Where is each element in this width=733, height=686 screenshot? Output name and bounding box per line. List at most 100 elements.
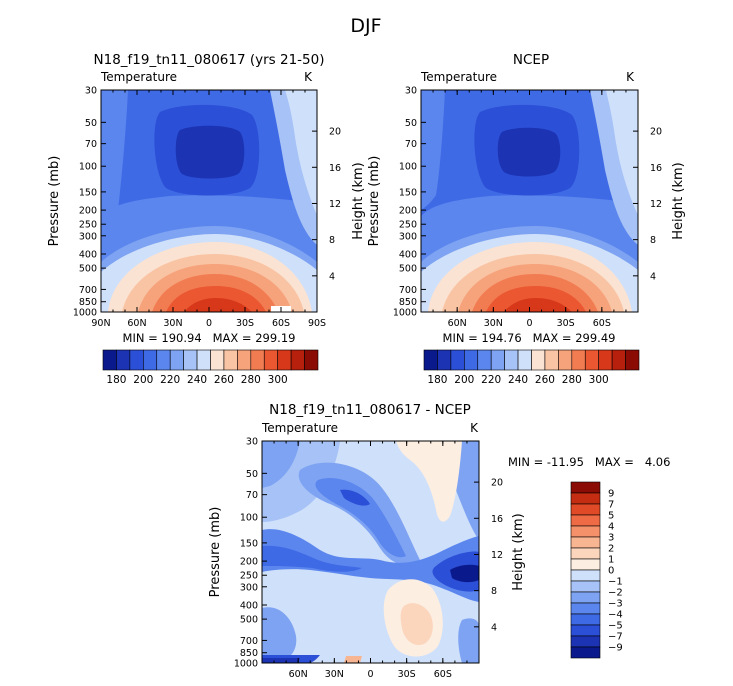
model-pressure-tick-label: 400 [79, 249, 97, 260]
panel-obs-title: NCEP [513, 52, 549, 68]
diff-pressure-tick-label: 30 [246, 437, 258, 448]
colorbar-diff-swatch [570, 613, 601, 626]
model-height-tick-label: 20 [329, 127, 341, 138]
model-pressure-tick-label: 700 [79, 285, 97, 296]
colorbar-diff-label: 0 [608, 566, 614, 577]
colorbar-diff-label: −2 [608, 588, 623, 599]
obs-height-tick-label: 4 [650, 271, 656, 282]
obs-pressure-tick-label: 850 [399, 297, 417, 308]
model-pressure-tick-label: 300 [79, 231, 97, 242]
model-pressure-tick-label: 850 [79, 297, 97, 308]
panel-diff-level-lower-left-cold [262, 607, 297, 663]
cbar-model-swatch [277, 349, 292, 371]
cbar-obs-label: 220 [481, 374, 501, 386]
model-lat-tick-label: 90S [308, 318, 326, 329]
panel-model: N18_f19_tn11_080617 (yrs 21-50) Temperat… [47, 52, 366, 345]
cbar-obs-label: 180 [427, 374, 447, 386]
panel-model-y2label: Height (km) [351, 162, 366, 239]
cbar-obs-swatch [611, 349, 626, 371]
panel-diff-y2label: Height (km) [511, 513, 526, 590]
panel-obs-level-polar-south-inner [606, 90, 638, 215]
cbar-obs-swatch [544, 349, 559, 371]
cbar-model-swatch [290, 349, 305, 371]
cbar-model-label: 200 [133, 374, 153, 386]
colorbar-diff-label: 7 [608, 500, 614, 511]
cbar-model-swatch [263, 349, 278, 371]
diff-lat-tick-label: 0 [367, 669, 373, 680]
panel-diff-level-stratospheric-jet [315, 478, 406, 558]
diff-pressure-tick-label: 50 [246, 469, 258, 480]
cbar-obs-swatch [477, 349, 492, 371]
colorbar-diff-swatch [570, 547, 601, 560]
cbar-obs-label: 240 [508, 374, 528, 386]
cbar-model-swatch [129, 349, 144, 371]
cbar-model-label: 220 [160, 374, 180, 386]
obs-lat-tick-label: 30S [557, 318, 575, 329]
panel-diff-level-stratospheric-jet-core [340, 489, 370, 506]
cbar-obs-swatch [625, 349, 640, 371]
cbar-obs-label: 200 [454, 374, 474, 386]
model-pressure-tick-label: 70 [85, 139, 97, 150]
diff-height-tick-label: 16 [491, 514, 503, 525]
panel-diff-level-tropopause-band [262, 529, 479, 602]
obs-height-tick-label: 8 [650, 235, 656, 246]
obs-lat-tick-label: 30N [484, 318, 503, 329]
panel-diff-level-positive-lower-inner [400, 603, 433, 646]
colorbar-diff-label: −1 [608, 577, 623, 588]
diff-pressure-tick-label: 500 [240, 615, 258, 626]
panel-model-contours [101, 90, 317, 312]
obs-height-tick-label: 16 [650, 163, 662, 174]
obs-pressure-tick-label: 700 [399, 285, 417, 296]
diff-lat-tick-label: 60S [434, 669, 452, 680]
obs-lat-tick-label: 60N [448, 318, 467, 329]
colorbar-diff-label: 4 [608, 522, 614, 533]
diff-pressure-tick-label: 250 [240, 571, 258, 582]
panel-obs-ylabel: Pressure (mb) [367, 156, 382, 247]
panel-obs-contours [421, 90, 638, 312]
colorbar-diff-swatch [570, 514, 601, 527]
panel-model-units: K [304, 70, 313, 84]
colorbar-diff-label: −9 [608, 643, 623, 654]
cbar-obs-label: 260 [535, 374, 555, 386]
panel-diff-ylabel: Pressure (mb) [208, 507, 223, 598]
model-lat-tick-label: 30S [236, 318, 254, 329]
cbar-model-label: 260 [214, 374, 234, 386]
diff-pressure-tick-label: 300 [240, 582, 258, 593]
colorbar-diff-label: 2 [608, 544, 614, 555]
model-pressure-tick-label: 500 [79, 264, 97, 275]
colorbar-diff-swatch [570, 580, 601, 593]
colorbar-diff-label: 9 [608, 489, 614, 500]
diff-pressure-tick-label: 400 [240, 600, 258, 611]
cbar-model-label: 300 [268, 374, 288, 386]
cbar-model-swatch [223, 349, 238, 371]
cbar-model-label: 280 [241, 374, 261, 386]
panel-obs-level-cold-core [497, 127, 561, 177]
cbar-model-swatch [156, 349, 171, 371]
model-pressure-tick-label: 200 [79, 206, 97, 217]
cbar-model-swatch [116, 349, 131, 371]
diff-height-tick-label: 12 [491, 550, 503, 561]
colorbar-diff-label: 5 [608, 511, 614, 522]
colorbar-diff-label: −7 [608, 632, 623, 643]
cbar-obs-swatch [450, 349, 465, 371]
obs-pressure-tick-label: 250 [399, 220, 417, 231]
model-lat-tick-label: 90N [91, 318, 110, 329]
model-height-tick-label: 16 [329, 163, 341, 174]
panel-model-level-cold-core [175, 125, 245, 179]
panel-diff-level-surface-positive [344, 656, 362, 663]
panel-obs-y2label: Height (km) [671, 162, 686, 239]
model-lat-tick-label: 0 [206, 318, 212, 329]
cbar-model-swatch [102, 349, 117, 371]
model-lat-tick-label: 30N [163, 318, 182, 329]
model-lat-tick-label: 60S [272, 318, 290, 329]
panel-model-ylabel: Pressure (mb) [47, 156, 62, 247]
panel-diff-level-surface-right-cold [458, 618, 479, 663]
diff-height-tick-label: 4 [491, 622, 497, 633]
cbar-obs-swatch [531, 349, 546, 371]
model-lat-tick-label: 60N [127, 318, 146, 329]
cbar-obs-swatch [571, 349, 586, 371]
model-height-tick-label: 4 [329, 271, 335, 282]
